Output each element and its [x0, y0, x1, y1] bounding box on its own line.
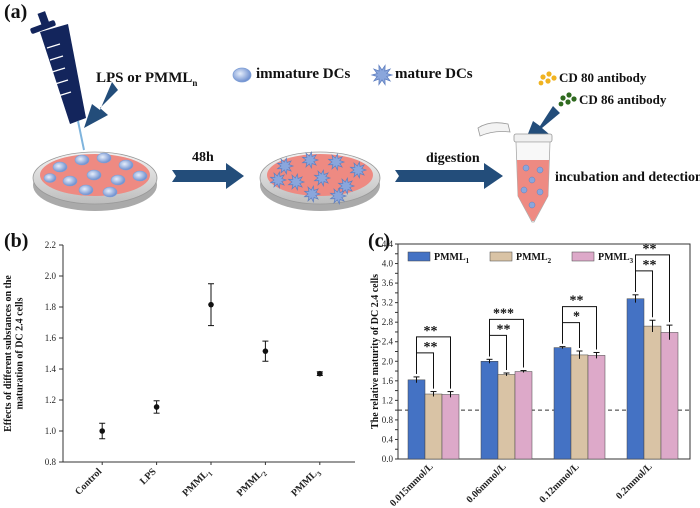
y-axis-label: The relative maturity of DC 2.4 cells	[370, 274, 381, 429]
bar	[587, 355, 606, 460]
significance-mark: **	[570, 294, 584, 309]
mature-dc-cell	[329, 186, 348, 206]
mature-dc-icon	[370, 64, 394, 86]
y-tick-label: 1.6	[382, 376, 394, 386]
bar	[553, 347, 572, 460]
x-tick-label: 0.015mmol/L	[388, 461, 436, 508]
step-48h: 48h	[192, 150, 214, 165]
panel-c-label: (c)	[368, 230, 391, 252]
legend-swatch	[407, 251, 431, 262]
legend-swatch	[489, 251, 513, 262]
significance-mark: ***	[493, 306, 514, 321]
bar	[643, 325, 662, 460]
cd86-antibody-icon	[558, 92, 577, 107]
y-tick-label: 1.0	[45, 426, 57, 436]
x-tick-label: 0.06mmol/L	[465, 461, 509, 505]
data-point	[208, 301, 214, 308]
x-tick-label: 0.2mmol/L	[614, 461, 655, 502]
mature-dc-cell	[301, 150, 320, 170]
step-incubation: incubation and detection	[555, 170, 700, 185]
significance-bracket	[562, 322, 580, 349]
legend-label: PMML3	[598, 252, 634, 265]
y-tick-label: 1.2	[382, 395, 393, 405]
mature-dc-cell	[337, 176, 356, 196]
immature-dc-icon	[232, 67, 252, 83]
data-point	[153, 404, 160, 410]
y-tick-label: 4.4	[382, 239, 394, 249]
reagent-label: LPS or PMMLn	[96, 70, 198, 88]
significance-mark: **	[497, 322, 511, 337]
significance-mark: **	[643, 242, 657, 257]
bar	[570, 354, 589, 460]
step-digestion: digestion	[426, 151, 480, 166]
bar	[626, 298, 645, 460]
significance-mark: **	[424, 340, 438, 355]
cd80-legend: CD 80 antibody	[559, 70, 647, 85]
significance-mark: **	[424, 324, 438, 339]
y-tick-label: 3.6	[382, 278, 394, 288]
y-tick-label: 1.4	[45, 364, 57, 374]
mature-dc-cell	[349, 160, 368, 180]
y-tick-label: 2.0	[382, 356, 394, 366]
bar	[424, 393, 443, 460]
centrifuge-tube-icon	[477, 122, 553, 223]
bar	[660, 332, 679, 460]
significance-bracket	[489, 334, 507, 370]
y-tick-label: 2.8	[382, 317, 394, 327]
y-tick-label: 0.0	[382, 454, 394, 464]
mature-dc-cell	[303, 184, 322, 204]
bar	[441, 394, 460, 460]
mature-dc-cell	[327, 152, 346, 172]
significance-bracket	[416, 352, 434, 389]
y-tick-label: 0.8	[382, 415, 394, 425]
bar	[497, 374, 516, 460]
y-axis-label: Effects of different substances on thema…	[3, 275, 26, 432]
bar	[407, 379, 426, 460]
mature-dc-cell	[287, 172, 306, 192]
panel-b-label: (b)	[4, 230, 29, 252]
bar	[480, 361, 499, 460]
y-tick-label: 0.8	[45, 457, 57, 467]
y-tick-label: 2.0	[45, 271, 57, 281]
legend-swatch	[571, 251, 595, 262]
y-tick-label: 3.2	[382, 298, 393, 308]
cd80-antibody-icon	[538, 71, 557, 86]
y-tick-label: 1.8	[45, 302, 57, 312]
significance-mark: *	[573, 310, 580, 325]
arrow-icon	[84, 82, 118, 128]
data-point	[99, 428, 105, 434]
pipette-icon	[30, 11, 86, 151]
arrow-icon	[172, 163, 244, 189]
data-point	[317, 370, 323, 377]
mature-dc-cell	[276, 156, 295, 176]
arrow-icon	[395, 163, 503, 189]
legend-label: PMML1	[434, 252, 470, 265]
significance-bracket	[635, 270, 653, 318]
mature-dc-cell	[269, 170, 288, 190]
immature-dc-legend: immature DCs	[256, 66, 351, 82]
y-tick-label: 1.6	[45, 333, 57, 343]
y-tick-label: 1.2	[45, 395, 56, 405]
y-tick-label: 4.0	[382, 259, 394, 269]
mature-dc-cell	[313, 168, 332, 188]
petri-dish-1	[32, 151, 158, 211]
mature-dc-shape	[370, 64, 394, 86]
data-point	[262, 348, 269, 354]
y-tick-label: 0.4	[382, 434, 394, 444]
mature-dc-legend: mature DCs	[395, 66, 473, 82]
x-tick-label: 0.12mmol/L	[538, 461, 582, 505]
panel-a-label: (a)	[4, 1, 28, 23]
panel-a-illustration	[30, 11, 577, 223]
legend-label: PMML2	[516, 252, 552, 265]
bar	[514, 371, 533, 460]
significance-mark: **	[643, 258, 657, 273]
cd86-legend: CD 86 antibody	[579, 92, 667, 107]
petri-dish-2	[259, 150, 381, 211]
y-tick-label: 2.4	[382, 337, 394, 347]
y-tick-label: 2.2	[45, 240, 56, 250]
